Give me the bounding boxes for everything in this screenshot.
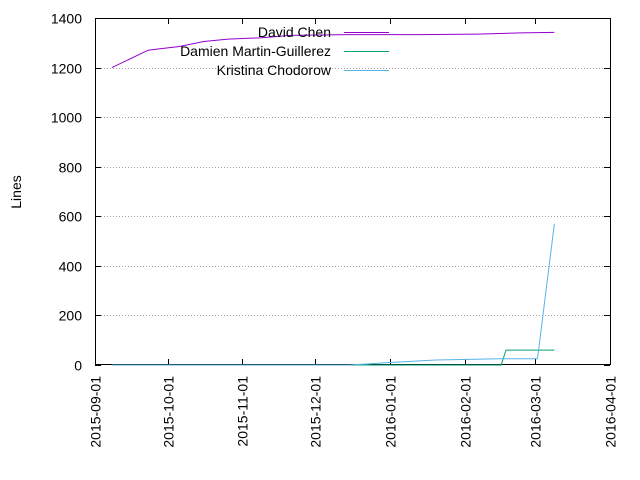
series-line (111, 223, 555, 366)
x-tick-label: 2016-03-01 (528, 376, 544, 448)
x-tick-label: 2016-01-01 (383, 376, 399, 448)
y-axis-label: Lines (8, 175, 24, 208)
series-line (111, 31, 555, 69)
x-tick-label: 2015-11-01 (235, 376, 251, 447)
x-tick-label: 2016-04-01 (603, 376, 619, 448)
x-axis-tick-labels: 2015-09-01 2015-10-01 2015-11-01 2015-12-01… (88, 376, 619, 448)
y-tick-label: 200 (59, 308, 83, 324)
x-tick-label: 2015-12-01 (308, 376, 324, 448)
legend: David Chen Damien Martin-Guillerez Kristin… (180, 24, 389, 78)
x-tick-label: 2016-02-01 (458, 376, 474, 448)
y-axis-tick-labels: 0 200 400 600 800 1000 1200 1400 (51, 11, 82, 374)
legend-label: David Chen (258, 24, 331, 40)
y-tick-label: 1200 (51, 61, 82, 77)
y-tick-label: 1000 (51, 110, 82, 126)
y-tick-label: 1400 (51, 11, 82, 27)
axis-ticks (95, 18, 611, 366)
y-tick-label: 600 (59, 209, 83, 225)
x-tick-label: 2015-10-01 (161, 376, 177, 448)
y-tick-label: 400 (59, 259, 83, 275)
legend-label: Kristina Chodorow (217, 62, 332, 78)
grid-lines (95, 68, 610, 316)
legend-label: Damien Martin-Guillerez (180, 43, 331, 59)
y-tick-label: 0 (74, 358, 82, 374)
series-line (111, 349, 555, 366)
data-series (111, 31, 555, 366)
y-tick-label: 800 (59, 160, 83, 176)
x-tick-label: 2015-09-01 (88, 376, 104, 448)
